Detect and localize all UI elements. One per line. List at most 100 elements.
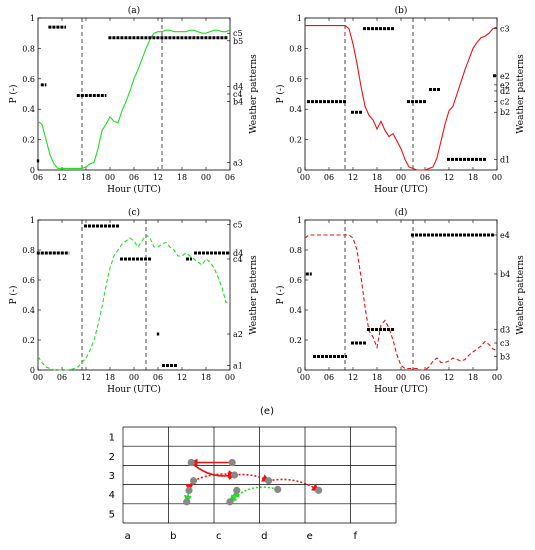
pattern-tick-label: c5 xyxy=(233,221,243,230)
pattern-tick-label: c2 xyxy=(500,98,510,107)
y2-axis-label: Weather patterns xyxy=(516,54,526,134)
pattern-tick-label: d4 xyxy=(233,82,243,91)
pattern-tick-label: b4 xyxy=(500,270,510,279)
x-tick-label: 06 xyxy=(153,373,163,382)
y-tick-label: 0 xyxy=(297,366,302,375)
grid-point xyxy=(274,485,282,493)
x-tick-label: 00 xyxy=(33,373,43,382)
grid-column-label: f xyxy=(353,531,357,542)
grid-column-label: b xyxy=(170,531,176,542)
pattern-tick-label: d3 xyxy=(500,326,510,335)
pattern-tick-label: c5 xyxy=(233,29,243,38)
y-tick-label: 0.8 xyxy=(22,44,35,53)
panel-d: (d)00 06 12 18 00 06 12 18 0000.20.40.60.81b3c3d… xyxy=(275,207,526,395)
plot-frame xyxy=(304,219,498,371)
x-tick-label: 06 xyxy=(324,173,334,182)
pattern-tick-label: d2 xyxy=(500,87,510,96)
pattern-tick-label: c3 xyxy=(500,339,510,348)
x-tick-label: 00 xyxy=(105,173,115,182)
x-tick-label: 00 xyxy=(129,373,139,382)
x-tick-label: 00 xyxy=(225,373,235,382)
y-tick-label: 0.6 xyxy=(22,75,35,84)
y2-axis-label: Weather patterns xyxy=(516,255,526,335)
y-tick-label: 0.4 xyxy=(289,105,302,114)
y-tick-label: 0.6 xyxy=(289,276,302,285)
x-tick-label: 12 xyxy=(348,373,358,382)
x-tick-label: 06 xyxy=(420,373,430,382)
y-tick-label: 1 xyxy=(30,14,35,23)
x-axis-label: Hour (UTC) xyxy=(374,184,428,195)
grid-column-label: d xyxy=(261,531,267,542)
x-tick-label: 12 xyxy=(57,173,67,182)
x-tick-label: 12 xyxy=(444,173,454,182)
y-tick-label: 0.8 xyxy=(289,246,302,255)
y-tick-label: 0.2 xyxy=(289,336,302,345)
x-tick-label: 00 xyxy=(492,373,502,382)
x-tick-label: 06 xyxy=(324,373,334,382)
x-tick-label: 12 xyxy=(81,373,91,382)
y-tick-label: 0 xyxy=(30,366,35,375)
y-tick-label: 0.8 xyxy=(22,246,35,255)
x-tick-label: 12 xyxy=(177,373,187,382)
transition-arrow xyxy=(193,470,237,482)
x-tick-label: 06 xyxy=(420,173,430,182)
grid-row-label: 3 xyxy=(109,471,115,482)
pattern-tick-label: d1 xyxy=(500,155,510,164)
x-tick-label: 18 xyxy=(201,373,211,382)
y-tick-label: 0 xyxy=(30,166,35,175)
x-tick-label: 00 xyxy=(300,173,310,182)
y-tick-label: 0 xyxy=(297,166,302,175)
grid-point xyxy=(189,477,198,485)
grid-point xyxy=(185,486,193,494)
panel-title: (c) xyxy=(128,207,140,218)
x-tick-label: 18 xyxy=(372,373,382,382)
grid-point xyxy=(315,486,323,494)
x-tick-label: 12 xyxy=(153,173,163,182)
transition-arrow xyxy=(228,486,278,504)
grid-column-label: c xyxy=(216,531,222,542)
x-tick-label: 00 xyxy=(300,373,310,382)
y-axis-label: P (-) xyxy=(8,85,19,104)
probability-series-line xyxy=(37,29,231,170)
y2-axis-label: Weather patterns xyxy=(249,54,259,134)
panel-e-grid-diagram: (e) 1 2 3 4 5a b c d e f xyxy=(109,406,397,542)
x-tick-label: 06 xyxy=(129,173,139,182)
grid-row-label: 5 xyxy=(109,509,115,520)
x-tick-label: 18 xyxy=(81,173,91,182)
y-tick-label: 0.8 xyxy=(289,44,302,53)
pattern-tick-label: b3 xyxy=(500,353,510,362)
grid-point xyxy=(228,458,236,467)
pattern-tick-label: d4 xyxy=(233,249,243,258)
x-tick-label: 00 xyxy=(396,173,406,182)
grid-column-label: e xyxy=(307,531,313,542)
grid-column-label: a xyxy=(125,531,131,542)
probability-series-line xyxy=(305,25,498,171)
grid-row-label: 4 xyxy=(109,490,115,501)
x-tick-label: 12 xyxy=(444,373,454,382)
grid-point xyxy=(230,471,239,479)
pattern-tick-label: b5 xyxy=(233,37,243,46)
panel-title: (a) xyxy=(128,5,140,16)
grid-point xyxy=(226,498,234,506)
x-tick-label: 18 xyxy=(468,373,478,382)
pattern-tick-label: c3 xyxy=(500,25,510,34)
pattern-tick-label: e2 xyxy=(500,72,510,81)
y-tick-label: 1 xyxy=(297,14,302,23)
x-axis-label: Hour (UTC) xyxy=(107,384,161,395)
x-tick-label: 00 xyxy=(492,173,502,182)
plot-frame xyxy=(37,17,231,171)
y-axis-label: P (-) xyxy=(275,85,286,104)
grid-row-label: 2 xyxy=(109,452,115,463)
grid-point xyxy=(187,458,195,467)
panel-b: (b)00 06 12 18 00 06 12 18 0000.20.40.60.81d1b2c… xyxy=(275,5,526,195)
y2-axis-label: Weather patterns xyxy=(249,255,259,335)
y-tick-label: 0.2 xyxy=(22,336,35,345)
x-tick-label: 06 xyxy=(225,173,235,182)
grid-row-label: 1 xyxy=(109,433,115,444)
pattern-tick-label: c4 xyxy=(233,90,243,99)
pattern-tick-label: e2 xyxy=(500,81,510,90)
transition-arrow xyxy=(234,473,271,482)
panel-c: (c)00 06 12 18 00 06 12 18 0000.20.40.60.81a1a2c… xyxy=(8,207,259,395)
pattern-tick-label: b2 xyxy=(500,108,510,117)
x-tick-label: 18 xyxy=(177,173,187,182)
